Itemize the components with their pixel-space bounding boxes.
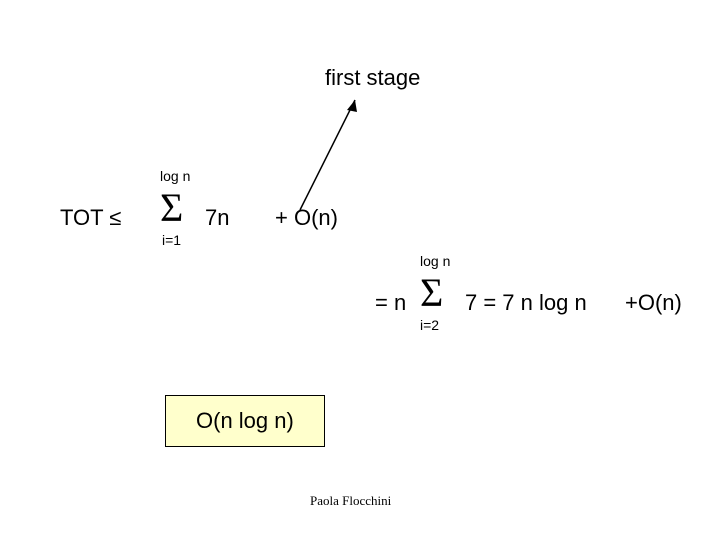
result-text: O(n log n): [196, 408, 294, 433]
sigma2-upper: log n: [420, 253, 450, 271]
sigma2-prefix: = n: [375, 290, 406, 316]
sigma1-lower: i=1: [162, 232, 181, 250]
sigma1-upper-text: log n: [160, 168, 190, 184]
sigma1-upper: log n: [160, 168, 190, 186]
result-box: O(n log n): [165, 395, 325, 447]
author-footer: Paola Flocchini: [310, 493, 391, 509]
sigma1-term: 7n: [205, 205, 229, 231]
sigma2-symbol: Σ: [420, 273, 443, 313]
plus-o-n: + O(n): [275, 205, 338, 231]
sigma2-lower-text: i=2: [420, 317, 439, 333]
sigma2-lower: i=2: [420, 317, 439, 335]
sigma2-tail: +O(n): [625, 290, 682, 316]
tot-label: TOT ≤: [60, 205, 121, 231]
sigma1-symbol: Σ: [160, 188, 183, 228]
annotation-arrow: [0, 0, 720, 540]
sigma2-upper-text: log n: [420, 253, 450, 269]
sigma1-lower-text: i=1: [162, 232, 181, 248]
sigma2-term: 7 = 7 n log n: [465, 290, 587, 316]
